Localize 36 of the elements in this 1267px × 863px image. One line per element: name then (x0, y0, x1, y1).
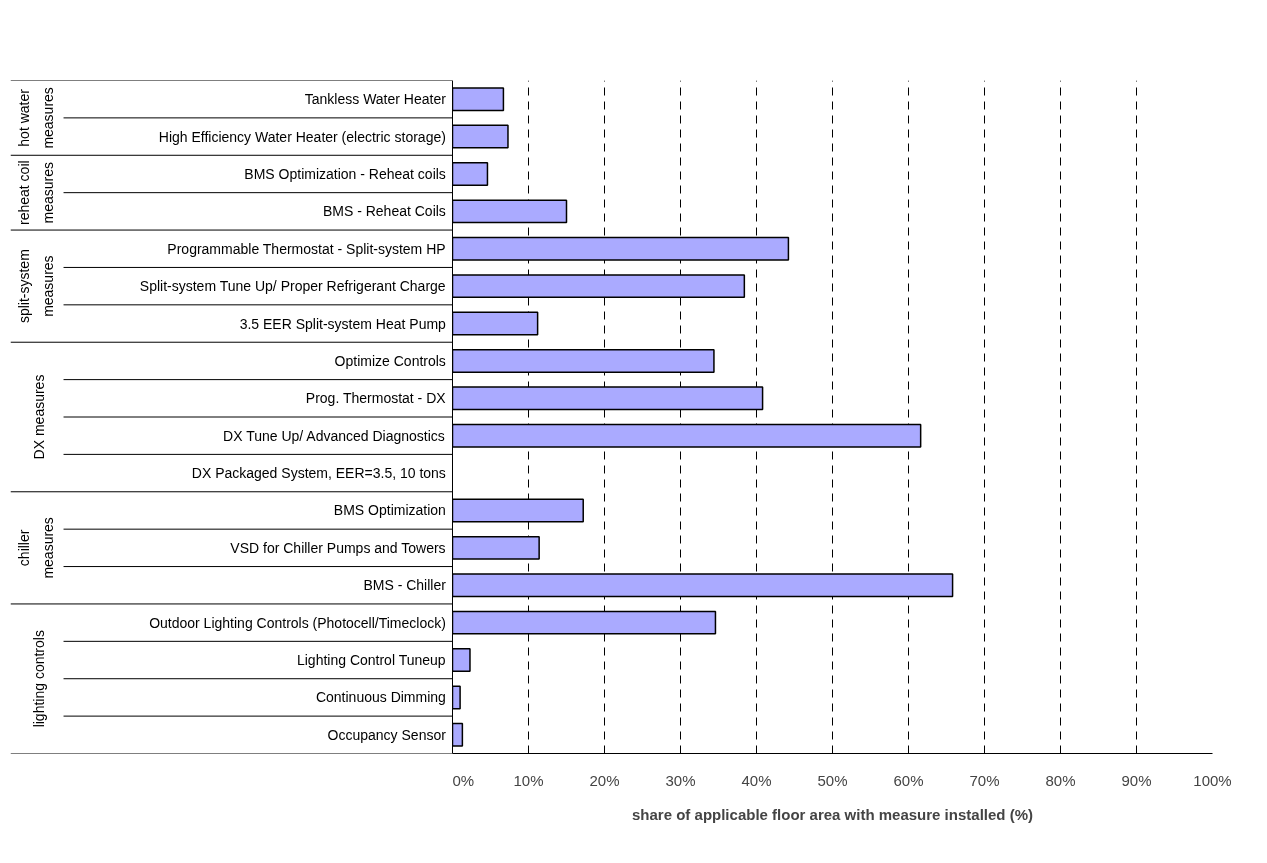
y-tick-label: Continuous Dimming (315, 689, 446, 706)
text: reheat coil measures (15, 160, 57, 225)
text: DX measures (31, 374, 48, 460)
x-tick-label: 20% (589, 771, 620, 789)
y-tick-label: Split-system Tune Up/ Proper Refrigerant Charge (139, 278, 446, 295)
y-tick-label: Occupancy Sensor (327, 726, 447, 743)
y-tick-label: Programmable Thermostat - Split-system HP (167, 240, 446, 257)
x-tick-label: 100% (1193, 771, 1232, 789)
text: lighting controls (31, 630, 48, 728)
y-tick-label: Outdoor Lighting Controls (Photocell/Timeclock) (149, 614, 446, 631)
x-tick-label: 80% (1045, 771, 1076, 789)
x-axis-title: share of applicable floor area with measure installed (%) (632, 805, 1033, 823)
y-tick-label: Lighting Control Tuneup (296, 652, 446, 669)
y-tick-label: Optimize Controls (334, 352, 446, 369)
text: chiller measures (15, 517, 57, 579)
y-tick-label: BMS - Chiller (363, 577, 447, 594)
y-tick-label: High Efficiency Water Heater (electric storage) (158, 128, 446, 145)
y-tick-label: VSD for Chiller Pumps and Towers (230, 539, 446, 556)
x-tick-label: 0% (452, 771, 475, 789)
y-tick-label: Tankless Water Heater (304, 91, 447, 108)
x-tick-label: 50% (817, 771, 848, 789)
x-tick-label: 90% (1121, 771, 1152, 789)
y-tick-label: 3.5 EER Split-system Heat Pump (239, 315, 447, 332)
y-tick-label: Prog. Thermostat - DX (305, 390, 447, 407)
x-tick-label: 60% (893, 771, 924, 789)
y-tick-label: BMS Optimization - Reheat coils (244, 165, 446, 182)
x-tick-label: 30% (665, 771, 696, 789)
x-tick-label: 70% (969, 771, 1000, 789)
text: hot water measures (15, 87, 57, 149)
y-tick-label: DX Tune Up/ Advanced Diagnostics (223, 427, 445, 444)
y-tick-label: DX Packaged System, EER=3.5, 10 tons (191, 465, 446, 482)
x-tick-label: 40% (741, 771, 772, 789)
x-tick-label: 10% (513, 771, 544, 789)
y-tick-label: BMS Optimization (333, 502, 446, 519)
y-tick-label: BMS - Reheat Coils (322, 203, 446, 220)
text: split-system measures (15, 249, 57, 324)
